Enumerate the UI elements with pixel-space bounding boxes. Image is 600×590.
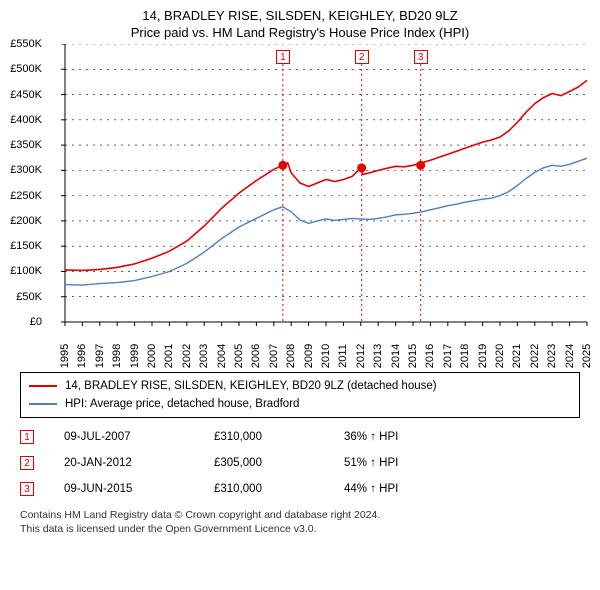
x-tick-label: 2023 (546, 344, 558, 368)
x-tick-label: 2001 (163, 344, 175, 368)
chart-area: £0 £50K £100K £150K £200K £250K £300K £350K £400… (10, 44, 590, 364)
chart-container: 14, BRADLEY RISE, SILSDEN, KEIGHLEY, BD2… (0, 0, 600, 590)
x-tick-label: 2017 (442, 344, 454, 368)
y-tick-label: £350K (10, 139, 42, 151)
events-table: 1 09-JUL-2007 £310,000 36% ↑ HPI 2 20-JA… (20, 424, 580, 502)
footer: Contains HM Land Registry data © Crown c… (20, 508, 580, 536)
x-tick-label: 2021 (511, 344, 523, 368)
y-tick-label: £250K (10, 190, 42, 202)
x-tick-label: 2018 (459, 344, 471, 368)
y-tick-label: £300K (10, 164, 42, 176)
footer-line-2: This data is licensed under the Open Gov… (20, 522, 580, 536)
event-pct-1: 36% ↑ HPI (344, 431, 398, 443)
event-date-1: 09-JUL-2007 (64, 431, 214, 443)
x-tick-label: 1995 (59, 344, 71, 368)
event-row-1: 1 09-JUL-2007 £310,000 36% ↑ HPI (20, 424, 580, 450)
x-tick-label: 2004 (216, 344, 228, 368)
event-marker-2: 2 (355, 50, 369, 64)
x-tick-label: 2000 (146, 344, 158, 368)
x-tick-label: 2022 (529, 344, 541, 368)
x-tick-label: 2012 (355, 344, 367, 368)
event-row-2: 2 20-JAN-2012 £305,000 51% ↑ HPI (20, 450, 580, 476)
event-price-2: £305,000 (214, 457, 344, 469)
x-tick-label: 2011 (337, 344, 349, 368)
event-price-1: £310,000 (214, 431, 344, 443)
event-number-1: 1 (20, 430, 34, 444)
legend-label-hpi: HPI: Average price, detached house, Brad… (65, 398, 299, 410)
title-subtitle: Price paid vs. HM Land Registry's House … (10, 25, 590, 40)
y-tick-label: £50K (16, 291, 42, 303)
x-tick-label: 2016 (424, 344, 436, 368)
legend-row-hpi: HPI: Average price, detached house, Brad… (29, 395, 571, 413)
event-pct-2: 51% ↑ HPI (344, 457, 398, 469)
x-tick-label: 1999 (129, 344, 141, 368)
x-tick-label: 2015 (407, 344, 419, 368)
series-property (65, 80, 587, 270)
event-pct-3: 44% ↑ HPI (344, 483, 398, 495)
y-tick-label: £550K (10, 38, 42, 50)
x-tick-label: 1998 (111, 344, 123, 368)
x-tick-label: 2006 (250, 344, 262, 368)
x-tick-label: 2019 (477, 344, 489, 368)
x-tick-label: 2024 (564, 344, 576, 368)
event-marker-1: 1 (276, 50, 290, 64)
x-tick-label: 2010 (320, 344, 332, 368)
x-tick-label: 2013 (372, 344, 384, 368)
x-tick-label: 2009 (303, 344, 315, 368)
y-tick-label: £450K (10, 89, 42, 101)
x-tick-label: 1997 (94, 344, 106, 368)
x-tick-label: 2020 (494, 344, 506, 368)
chart-svg (10, 44, 590, 364)
event-row-3: 3 09-JUN-2015 £310,000 44% ↑ HPI (20, 476, 580, 502)
x-tick-label: 2014 (390, 344, 402, 368)
y-tick-label: £100K (10, 265, 42, 277)
event-number-2: 2 (20, 456, 34, 470)
event-marker-3: 3 (414, 50, 428, 64)
series-hpi (65, 158, 587, 285)
x-tick-label: 2025 (581, 344, 593, 368)
title-address: 14, BRADLEY RISE, SILSDEN, KEIGHLEY, BD2… (10, 8, 590, 23)
x-tick-label: 2008 (285, 344, 297, 368)
y-tick-label: £0 (30, 316, 42, 328)
y-tick-label: £200K (10, 215, 42, 227)
legend: 14, BRADLEY RISE, SILSDEN, KEIGHLEY, BD2… (20, 372, 580, 418)
event-number-3: 3 (20, 482, 34, 496)
y-tick-label: £150K (10, 240, 42, 252)
legend-swatch-hpi (29, 403, 57, 405)
legend-swatch-property (29, 385, 57, 387)
legend-label-property: 14, BRADLEY RISE, SILSDEN, KEIGHLEY, BD2… (65, 380, 437, 392)
x-tick-label: 2005 (233, 344, 245, 368)
x-tick-label: 2003 (198, 344, 210, 368)
chart-titles: 14, BRADLEY RISE, SILSDEN, KEIGHLEY, BD2… (10, 8, 590, 40)
y-tick-label: £500K (10, 63, 42, 75)
footer-line-1: Contains HM Land Registry data © Crown c… (20, 508, 580, 522)
event-price-3: £310,000 (214, 483, 344, 495)
x-tick-label: 2002 (181, 344, 193, 368)
y-tick-label: £400K (10, 114, 42, 126)
event-date-2: 20-JAN-2012 (64, 457, 214, 469)
x-tick-label: 1996 (76, 344, 88, 368)
legend-row-property: 14, BRADLEY RISE, SILSDEN, KEIGHLEY, BD2… (29, 377, 571, 395)
event-date-3: 09-JUN-2015 (64, 483, 214, 495)
x-tick-label: 2007 (268, 344, 280, 368)
